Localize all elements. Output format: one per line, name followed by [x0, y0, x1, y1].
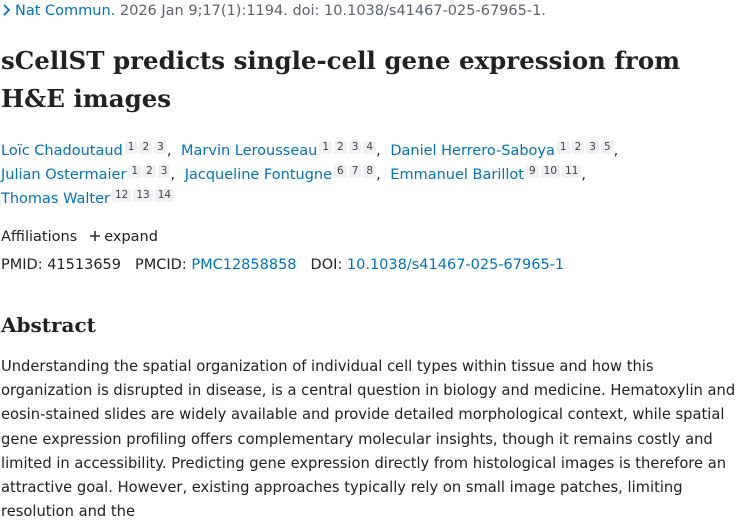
affiliation-ref[interactable]: 1: [128, 165, 142, 178]
affiliation-ref[interactable]: 3: [157, 165, 171, 178]
identifier-value[interactable]: PMC12858858: [191, 257, 297, 273]
identifier: PMCID: PMC12858858: [135, 257, 297, 273]
author-name[interactable]: Julian Ostermaier: [1, 167, 127, 183]
affiliation-ref[interactable]: 3: [586, 141, 599, 154]
affiliation-ref[interactable]: 8: [363, 165, 377, 178]
page: Nat Commun. 2026 Jan 9;17(1):1194. doi: …: [1, 3, 746, 521]
affiliation-ref[interactable]: 3: [154, 141, 167, 154]
author: Loïc Chadoutaud 1 2 3: [1, 141, 176, 159]
affiliations-label: Affiliations: [1, 229, 78, 245]
affiliation-ref[interactable]: 11: [562, 165, 582, 178]
chevron-icon: [3, 4, 11, 16]
affiliation-ref[interactable]: 12: [111, 189, 132, 202]
affiliation-ref[interactable]: 2: [334, 141, 347, 154]
author-name[interactable]: Emmanuel Barillot: [390, 167, 524, 183]
author: Julian Ostermaier 1 2 3: [1, 165, 180, 183]
plus-icon[interactable]: [89, 230, 101, 242]
abstract-text: Understanding the spatial organization o…: [1, 358, 736, 521]
author-name[interactable]: Loïc Chadoutaud: [1, 143, 123, 159]
author: Marvin Lerousseau 1 2 3 4: [181, 141, 386, 159]
affiliation-ref[interactable]: 2: [571, 141, 585, 154]
author: Thomas Walter 12 13 14: [1, 189, 175, 207]
affiliation-ref[interactable]: 10: [540, 165, 561, 178]
identifier: PMID: 41513659: [1, 257, 121, 273]
identifier: DOI: 10.1038/s41467-025-67965-1: [311, 257, 565, 273]
author-name[interactable]: Thomas Walter: [1, 191, 110, 207]
expand-button[interactable]: expand: [104, 229, 158, 245]
citation: Nat Commun. 2026 Jan 9;17(1):1194. doi: …: [2, 3, 546, 19]
affiliation-ref[interactable]: 3: [348, 141, 362, 154]
affiliation-ref[interactable]: 13: [133, 189, 153, 202]
author: Emmanuel Barillot 9 10 11: [390, 165, 591, 183]
identifier-value: 41513659: [47, 257, 122, 273]
affiliation-ref[interactable]: 2: [139, 141, 153, 154]
affiliation-ref[interactable]: 14: [154, 189, 175, 202]
affiliation-ref[interactable]: 1: [124, 141, 138, 154]
identifier-label: PMCID:: [135, 257, 187, 273]
author-name[interactable]: Jacqueline Fontugne: [184, 167, 333, 183]
author: Daniel Herrero-Saboya 1 2 3 5: [390, 141, 623, 159]
citation-details: 2026 Jan 9;17(1):1194. doi: 10.1038/s414…: [119, 3, 546, 19]
author: Jacqueline Fontugne 6 7 8: [184, 165, 386, 183]
journal-link[interactable]: Nat Commun.: [15, 3, 116, 19]
affiliation-ref[interactable]: 4: [363, 141, 377, 154]
affiliation-ref[interactable]: 6: [334, 165, 347, 178]
affiliation-ref[interactable]: 1: [319, 141, 333, 154]
affiliation-ref[interactable]: 1: [556, 141, 570, 154]
identifier-label: PMID:: [1, 257, 43, 273]
article-title: sCellST predicts single-cell gene expres…: [1, 46, 681, 113]
identifiers: PMID: 41513659 PMCID: PMC12858858 DOI: 10.…: [1, 257, 578, 273]
author-name[interactable]: Daniel Herrero-Saboya: [390, 143, 555, 159]
abstract-heading: Abstract: [1, 313, 96, 337]
affiliation-ref[interactable]: 2: [143, 165, 156, 178]
affiliation-ref[interactable]: 9: [525, 165, 539, 178]
identifier-value[interactable]: 10.1038/s41467-025-67965-1: [346, 257, 565, 273]
author-name[interactable]: Marvin Lerousseau: [181, 143, 318, 159]
affiliations-toggle: Affiliations expand: [1, 229, 158, 245]
affiliation-ref[interactable]: 5: [600, 141, 614, 154]
affiliation-ref[interactable]: 7: [348, 165, 362, 178]
identifier-label: DOI:: [310, 257, 343, 273]
